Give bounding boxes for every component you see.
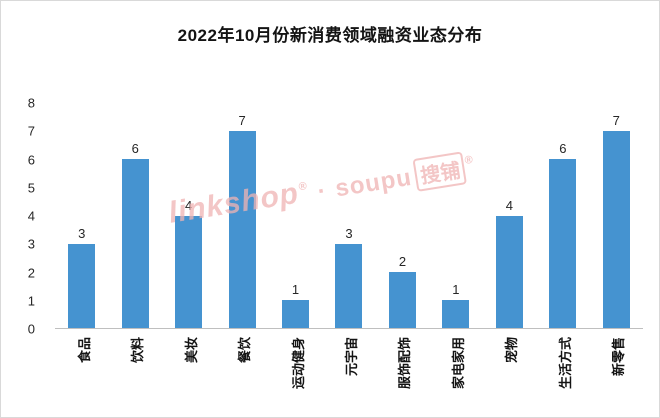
y-tick-label: 4 [27, 208, 35, 224]
x-axis-label: 餐饮 [237, 337, 253, 364]
registered-trademark-icon: ® [297, 180, 308, 194]
y-tick-label: 8 [27, 95, 35, 111]
bar [175, 215, 203, 328]
bar [228, 131, 256, 328]
plot-area: 3 食品 6 饮料 4 美妆 7 餐饮 1 运动健身 3 元宇宙 2 服饰配饰 1 家电家用 4 宠物 6 生活方式 7… [55, 103, 643, 389]
bar-group: 7 餐饮 [215, 103, 268, 363]
registered-trademark-icon: ® [463, 153, 474, 167]
y-tick-label: 5 [27, 180, 35, 196]
bar-group: 1 家电家用 [429, 103, 482, 389]
bar-value-label: 7 [612, 113, 620, 129]
bar-value-label: 4 [505, 197, 513, 213]
bar [282, 299, 310, 328]
bar-group: 4 宠物 [483, 103, 536, 363]
x-axis-label: 生活方式 [557, 337, 573, 390]
y-axis-ticks: 0 1 2 3 4 5 6 7 8 [1, 96, 47, 337]
x-axis-label: 美妆 [183, 337, 199, 364]
bars: 3 食品 6 饮料 4 美妆 7 餐饮 1 运动健身 3 元宇宙 2 服饰配饰 1 家电家用 4 宠物 6 生活方式 7… [55, 103, 643, 389]
x-axis-label: 元宇宙 [343, 337, 359, 377]
bar-group: 6 生活方式 [536, 103, 589, 389]
bar-value-label: 6 [131, 141, 139, 157]
bar-value-label: 1 [291, 281, 300, 297]
bar [121, 159, 149, 328]
bar-value-label: 3 [345, 225, 353, 241]
bar [335, 243, 363, 328]
bar-value-label: 6 [559, 141, 567, 157]
bar-group: 2 服饰配饰 [376, 103, 429, 389]
watermark-separator: · [315, 177, 328, 206]
x-axis-label: 饮料 [130, 337, 146, 364]
bar-group: 3 食品 [55, 103, 108, 363]
y-tick-label: 0 [27, 321, 35, 337]
bar-group: 1 运动健身 [269, 103, 322, 389]
bar-group: 3 元宇宙 [322, 103, 375, 376]
y-tick-label: 2 [27, 265, 35, 280]
x-axis-label: 食品 [76, 337, 92, 364]
bar-value-label: 2 [398, 253, 407, 269]
bar-group: 7 新零售 [590, 103, 643, 376]
x-axis-label: 运动健身 [290, 337, 306, 390]
x-axis-label: 宠物 [504, 337, 520, 364]
y-tick-label: 3 [27, 236, 35, 252]
bar-value-label: 7 [238, 113, 246, 129]
y-tick-label: 6 [27, 152, 35, 167]
bar [549, 159, 577, 328]
x-axis-label: 服饰配饰 [397, 337, 413, 390]
bar-value-label: 4 [185, 197, 193, 213]
y-tick-label: 7 [27, 123, 35, 139]
x-axis-label: 新零售 [611, 337, 627, 377]
bar [68, 243, 96, 328]
x-axis-label: 家电家用 [450, 337, 466, 390]
bar [442, 299, 470, 328]
bar-group: 4 美妆 [162, 103, 215, 363]
bar-value-label: 1 [452, 281, 460, 297]
bar [495, 215, 523, 328]
bar [388, 271, 416, 328]
chart-title: 2022年10月份新消费领域融资业态分布 [177, 26, 483, 45]
bar-value-label: 3 [78, 225, 86, 241]
y-tick-label: 1 [27, 293, 35, 309]
bar-group: 6 饮料 [108, 103, 161, 363]
bar [602, 131, 630, 328]
